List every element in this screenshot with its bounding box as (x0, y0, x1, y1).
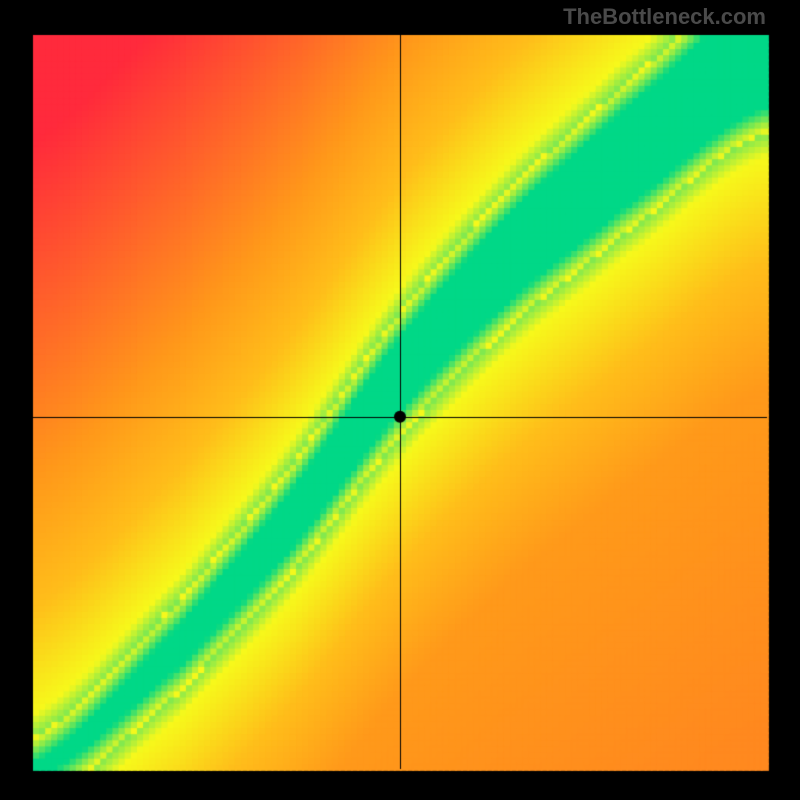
bottleneck-heatmap (0, 0, 800, 800)
chart-wrap: TheBottleneck.com (0, 0, 800, 800)
attribution-label: TheBottleneck.com (563, 4, 766, 30)
